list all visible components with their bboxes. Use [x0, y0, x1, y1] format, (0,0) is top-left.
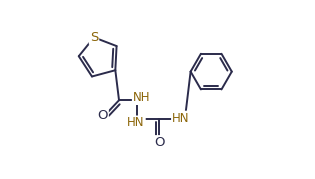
Text: NH: NH: [133, 91, 150, 104]
Text: HN: HN: [172, 112, 190, 125]
Text: HN: HN: [127, 117, 145, 129]
Text: O: O: [97, 109, 108, 122]
Text: S: S: [90, 31, 98, 44]
Text: O: O: [154, 136, 164, 149]
